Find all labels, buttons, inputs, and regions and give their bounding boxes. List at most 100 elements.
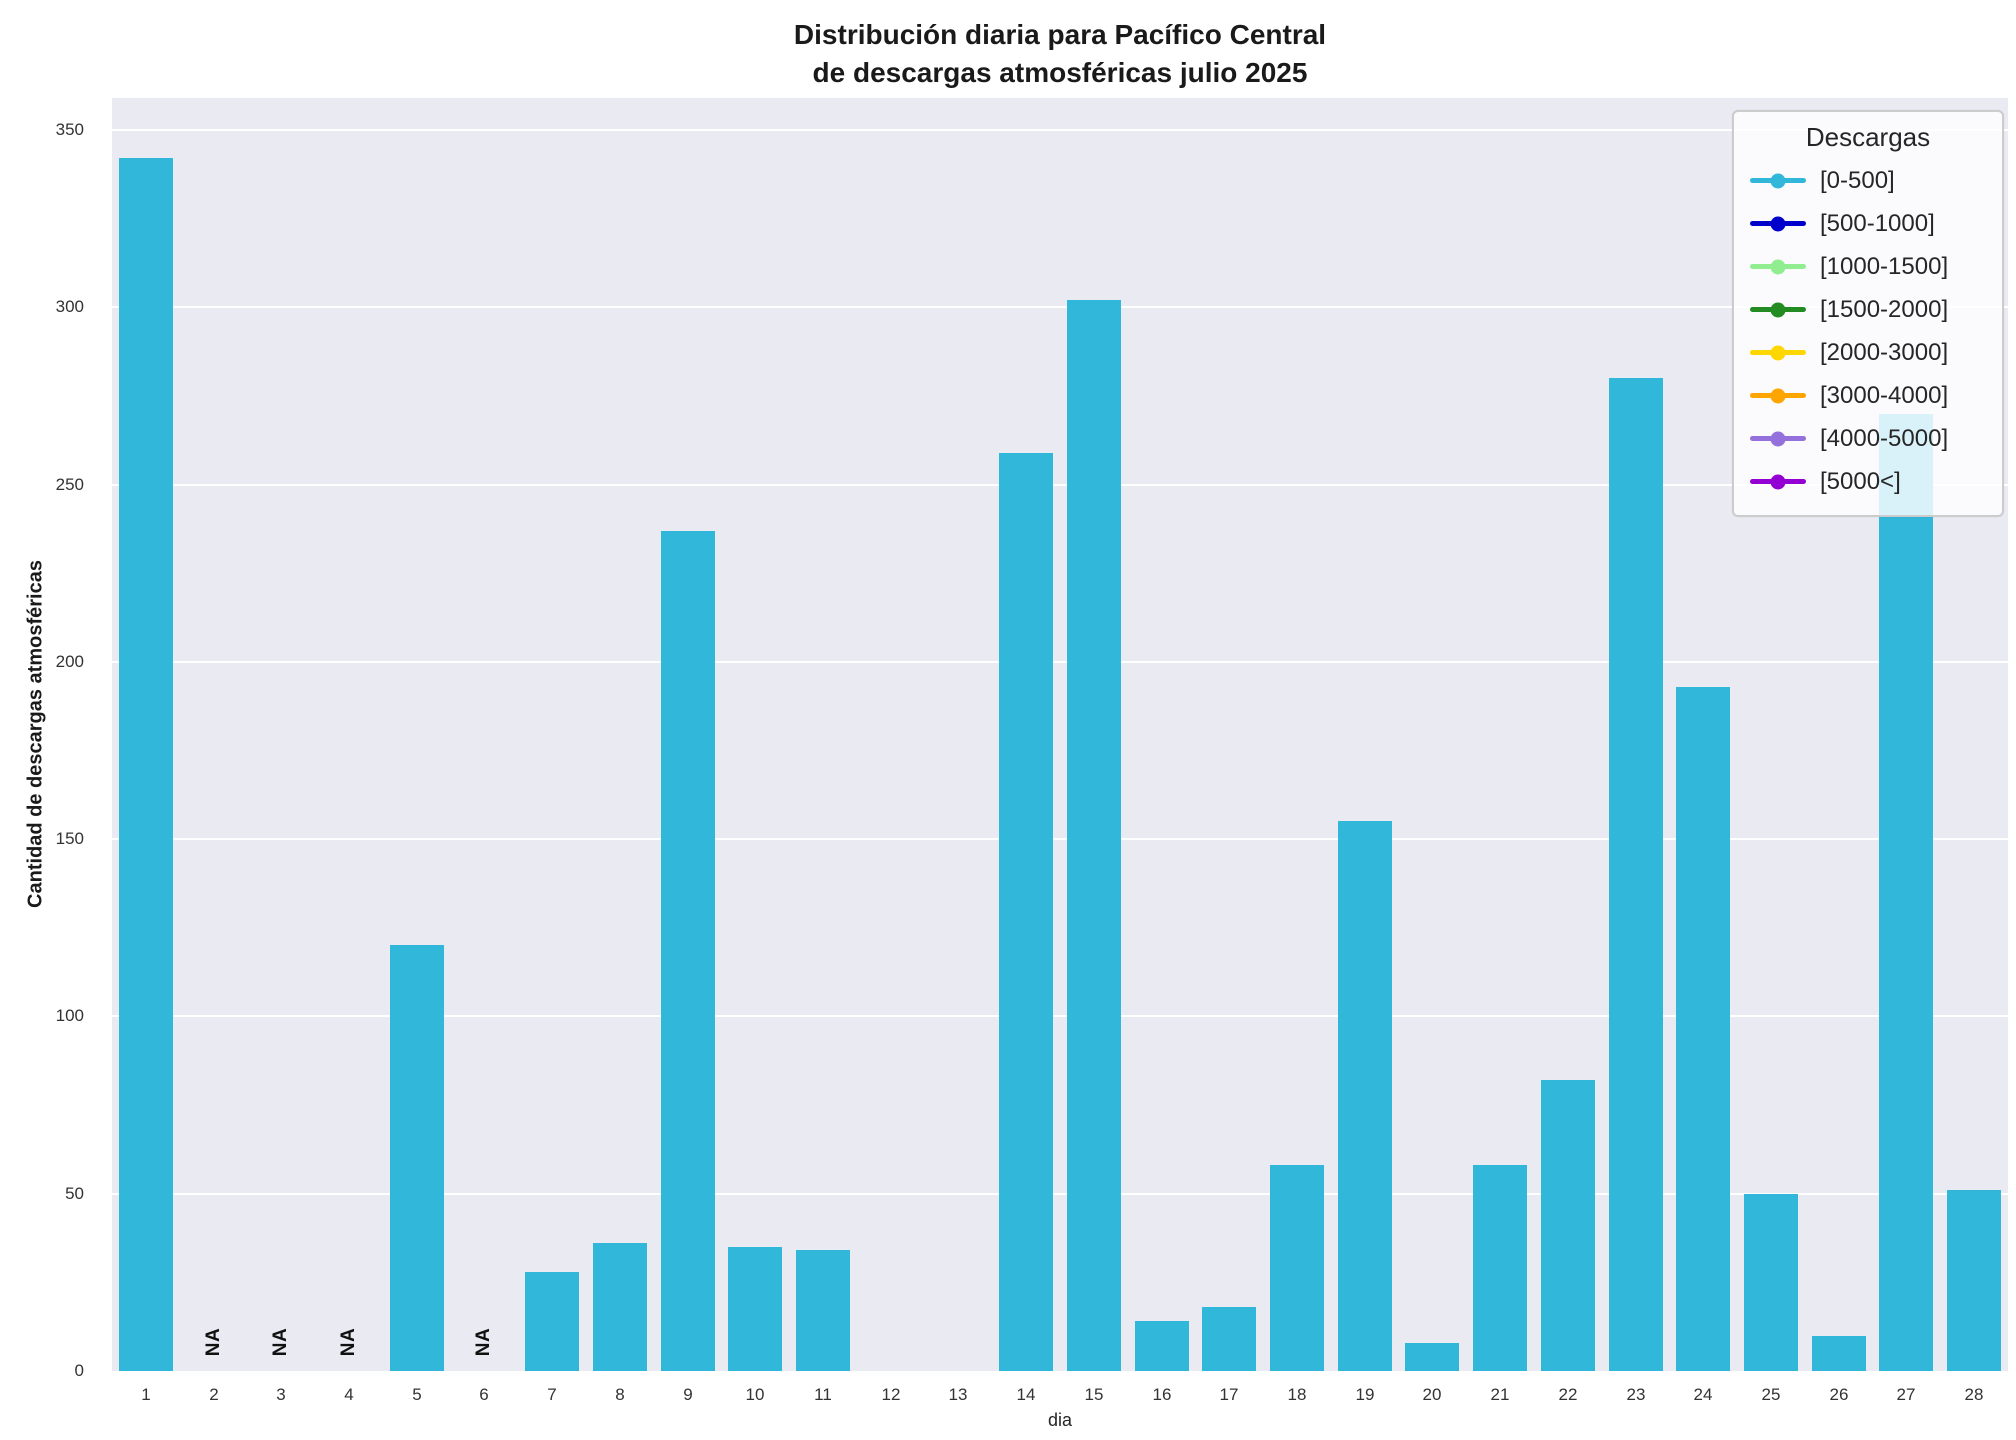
x-tick-26: 26 [1829, 1385, 1849, 1404]
y-tick-300: 300 [55, 297, 84, 317]
na-label-text: NA [203, 1327, 225, 1357]
legend-marker-icon [1750, 345, 1806, 360]
bar-day-8 [593, 1243, 647, 1371]
legend-marker-icon [1750, 474, 1806, 489]
y-tick-200: 200 [55, 651, 84, 671]
x-tick-2: 2 [209, 1385, 219, 1404]
legend-marker-icon [1750, 259, 1806, 274]
na-label-day-4: NA [336, 1319, 362, 1365]
legend-item-2: [1000-1500] [1750, 245, 1986, 288]
legend-label: [5000<] [1820, 467, 1901, 495]
plot-area: NA NA NA NA [112, 98, 2008, 1371]
legend-label: [1000-1500] [1820, 252, 1949, 280]
x-tick-13: 13 [948, 1385, 968, 1404]
legend-label: [3000-4000] [1820, 381, 1949, 409]
bar-day-26 [1812, 1336, 1866, 1371]
legend-item-1: [500-1000] [1750, 202, 1986, 245]
na-label-day-3: NA [268, 1319, 294, 1365]
y-axis: 0 50 100 150 200 250 300 350 [0, 98, 100, 1380]
x-tick-11: 11 [814, 1385, 832, 1404]
bar-day-11 [796, 1250, 850, 1371]
x-axis: 1 2 3 4 5 6 7 8 9 10 11 12 13 14 15 16 17 18 19 20 21 22 23 24 2… [112, 1371, 2008, 1411]
bar-day-21 [1473, 1165, 1527, 1371]
x-tick-22: 22 [1558, 1385, 1578, 1404]
legend-label: [2000-3000] [1820, 338, 1949, 366]
legend-title: Descargas [1805, 122, 1931, 152]
bar-day-19 [1338, 821, 1392, 1371]
bar-day-20 [1405, 1343, 1459, 1371]
x-tick-8: 8 [615, 1385, 625, 1404]
legend: Descargas [0-500] [500-1000] [1000-1500] [1… [1732, 110, 2004, 517]
y-tick-0: 0 [74, 1361, 84, 1380]
gridline-y-150 [112, 838, 2008, 841]
legend-marker-icon [1750, 216, 1806, 231]
legend-marker-icon [1750, 431, 1806, 446]
legend-marker-dot-icon [1770, 431, 1786, 446]
legend-item-5: [3000-4000] [1750, 374, 1986, 417]
legend-marker-dot-icon [1770, 302, 1786, 317]
legend-label: [500-1000] [1820, 209, 1935, 237]
x-tick-20: 20 [1422, 1385, 1442, 1404]
legend-marker-icon [1750, 173, 1806, 188]
x-tick-17: 17 [1219, 1385, 1239, 1404]
bar-day-23 [1609, 378, 1663, 1371]
x-tick-27: 27 [1896, 1385, 1916, 1404]
legend-marker-icon [1750, 302, 1806, 317]
bar-day-27 [1879, 414, 1933, 1371]
na-label-text: NA [338, 1327, 360, 1357]
gridline-y-100 [112, 1015, 2008, 1018]
chart-title-line-2: de descargas atmosféricas julio 2025 [812, 57, 1308, 88]
x-tick-18: 18 [1287, 1385, 1307, 1404]
chart-title-line-1: Distribución diaria para Pacífico Centra… [793, 19, 1327, 50]
gridline-y-50 [112, 1192, 2008, 1195]
bar-day-15 [1067, 300, 1121, 1371]
chart-title: Distribución diaria para Pacífico Centra… [112, 16, 2008, 92]
x-axis-label: dia [1047, 1410, 1073, 1430]
bar-day-25 [1744, 1194, 1798, 1371]
y-tick-350: 350 [55, 119, 84, 139]
legend-marker-dot-icon [1770, 216, 1786, 231]
x-tick-19: 19 [1355, 1385, 1375, 1404]
x-tick-1: 1 [141, 1385, 151, 1404]
x-tick-28: 28 [1964, 1385, 1984, 1404]
y-tick-50: 50 [65, 1183, 84, 1203]
gridline-y-300 [112, 306, 2008, 309]
bar-day-16 [1135, 1321, 1189, 1371]
x-tick-6: 6 [479, 1385, 489, 1404]
legend-label: [0-500] [1820, 166, 1895, 194]
bar-day-22 [1541, 1080, 1595, 1371]
legend-marker-dot-icon [1770, 173, 1786, 188]
na-label-text: NA [473, 1327, 495, 1357]
legend-marker-icon [1750, 388, 1806, 403]
bar-day-24 [1676, 687, 1730, 1371]
na-label-text: NA [270, 1327, 292, 1357]
x-tick-21: 21 [1490, 1385, 1510, 1404]
y-tick-100: 100 [55, 1006, 84, 1026]
gridline-y-200 [112, 660, 2008, 663]
na-label-day-6: NA [471, 1319, 497, 1365]
x-tick-5: 5 [412, 1385, 422, 1404]
bar-day-5 [390, 945, 444, 1371]
legend-item-0: [0-500] [1750, 159, 1986, 202]
gridline-y-350 [112, 128, 2008, 131]
x-tick-14: 14 [1016, 1385, 1036, 1404]
gridline-y-250 [112, 483, 2008, 486]
na-label-day-2: NA [201, 1319, 227, 1365]
bar-day-1 [119, 158, 173, 1371]
legend-marker-dot-icon [1770, 474, 1786, 489]
legend-item-6: [4000-5000] [1750, 417, 1986, 460]
x-tick-15: 15 [1084, 1385, 1104, 1404]
bar-day-7 [525, 1272, 579, 1371]
legend-label: [1500-2000] [1820, 295, 1949, 323]
bar-day-28 [1947, 1190, 2001, 1371]
bar-day-18 [1270, 1165, 1324, 1371]
x-tick-16: 16 [1152, 1385, 1172, 1404]
y-tick-150: 150 [55, 829, 84, 849]
x-tick-25: 25 [1761, 1385, 1781, 1404]
x-tick-9: 9 [683, 1385, 693, 1404]
legend-label: [4000-5000] [1820, 424, 1949, 452]
y-axis-label: Cantidad de descargas atmosféricas [24, 560, 47, 908]
bar-day-14 [999, 453, 1053, 1371]
legend-marker-dot-icon [1770, 388, 1786, 403]
bar-day-9 [661, 531, 715, 1371]
